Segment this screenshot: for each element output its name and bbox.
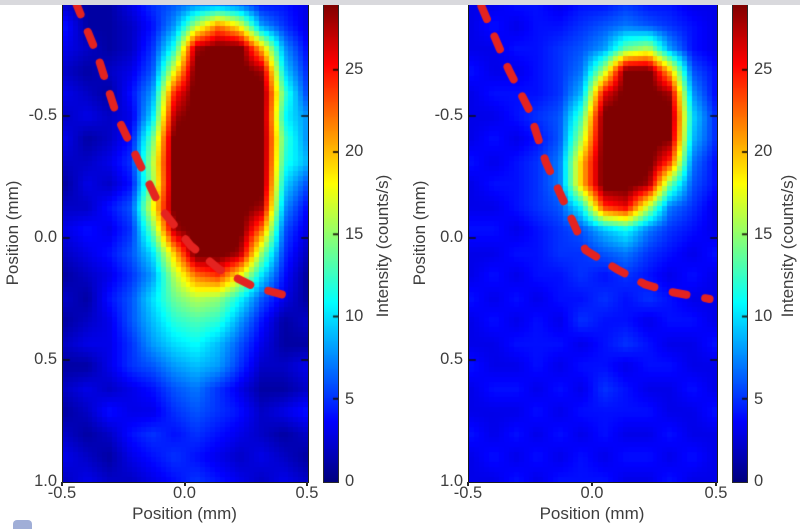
x-axis-label-left: Position (mm): [132, 504, 237, 523]
colorbar-tick-label: 10: [345, 307, 364, 326]
y-tick-label: 1.0: [34, 471, 57, 490]
colorbar-tick-label: 5: [754, 389, 764, 408]
x-tick-mark: [183, 482, 186, 486]
colorbar-tick-label: 0: [345, 472, 355, 490]
x-tick-mark: [715, 482, 717, 486]
colorbar-tick-label: 0: [754, 472, 764, 490]
colorbar-tick-label: 20: [345, 142, 364, 161]
y-axis-label-left: Position (mm): [3, 180, 22, 286]
x-tick-mark: [467, 482, 469, 486]
heatmap-canvas-right: [468, 0, 718, 483]
x-tick-label: -0.5: [47, 484, 77, 502]
y-tick-label: 0.5: [440, 349, 463, 368]
y-tick-label: 0.0: [34, 227, 57, 246]
colorbar-canvas-right: [732, 3, 748, 483]
colorbar-tick-label: 15: [345, 224, 364, 243]
colorbar-label-right: Intensity (counts/s): [778, 174, 797, 318]
colorbar-canvas-left: [323, 3, 339, 483]
page-top-strip: [0, 0, 800, 5]
y-tick-label: 1.0: [440, 471, 463, 490]
y-tick-label: 0.5: [34, 349, 57, 368]
x-tick-mark: [306, 482, 308, 486]
x-tick-label: 0.5: [295, 484, 319, 502]
colorbar-label-left: Intensity (counts/s): [373, 174, 392, 318]
colorbar-tick-label: 15: [754, 224, 773, 243]
x-tick-label: 0.5: [704, 484, 728, 502]
colorbar-tick-label: 25: [754, 59, 773, 78]
x-tick-label: 0.0: [580, 484, 604, 502]
y-tick-label: -0.5: [434, 105, 463, 124]
heatmap-canvas-left: [62, 0, 309, 483]
colorbar-tick-label: 20: [754, 142, 773, 161]
x-tick-mark: [591, 482, 593, 486]
colorbar-tick-label: 5: [345, 389, 355, 408]
y-axis-label-right: Position (mm): [410, 180, 429, 286]
x-tick-label: -0.5: [453, 484, 483, 502]
y-tick-label: -0.5: [28, 105, 57, 124]
x-tick-label: 0.0: [173, 484, 196, 502]
x-tick-mark: [61, 482, 63, 486]
colorbar-tick-label: 10: [754, 307, 773, 326]
colorbar-tick-label: 25: [345, 59, 364, 78]
partial-logo-icon: [13, 520, 32, 529]
x-axis-label-right: Position (mm): [539, 504, 645, 523]
y-tick-label: 0.0: [440, 227, 463, 246]
